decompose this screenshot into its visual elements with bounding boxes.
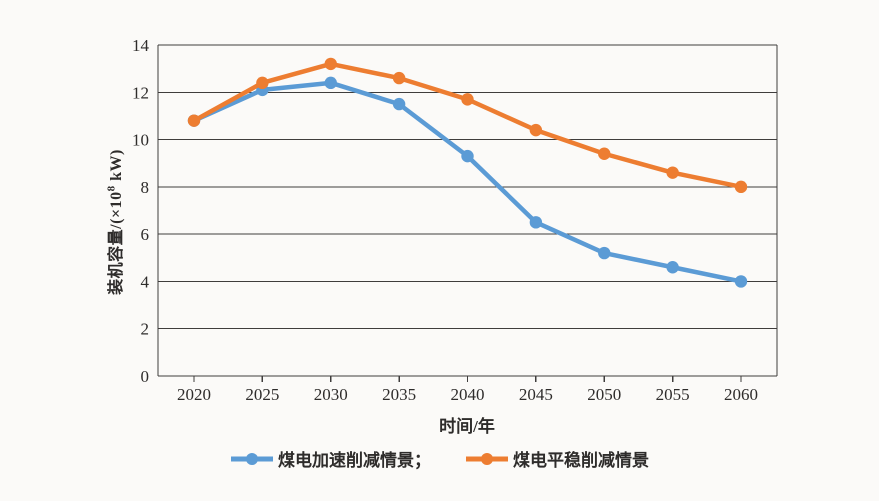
data-point — [734, 275, 748, 288]
data-point — [392, 97, 406, 111]
data-point — [392, 71, 406, 85]
y-axis-title: 装机容量/(×108 kW) — [102, 149, 126, 295]
y-axis-title-suffix: kW) — [108, 149, 125, 186]
y-tick-label: 4 — [141, 272, 150, 291]
legend: 煤电加速削减情景； 煤电平稳削减情景 — [0, 446, 879, 471]
data-point — [529, 123, 543, 137]
data-point — [598, 147, 611, 160]
data-point — [666, 166, 679, 179]
x-tick-label: 2060 — [724, 385, 758, 404]
y-tick-label: 2 — [141, 320, 150, 339]
y-tick-label: 8 — [141, 178, 150, 197]
x-tick-label: 2020 — [177, 385, 211, 404]
data-point — [187, 114, 201, 127]
data-point — [324, 57, 337, 71]
y-axis-title-prefix: 装机容量/(×10 — [108, 191, 125, 295]
x-tick-label: 2035 — [382, 385, 416, 404]
x-tick-label: 2050 — [587, 385, 621, 404]
x-tick-label: 2025 — [245, 385, 279, 404]
data-point — [529, 216, 543, 229]
y-tick-label: 0 — [141, 367, 150, 386]
legend-line-marker-icon — [466, 452, 508, 465]
data-point — [734, 180, 748, 194]
y-tick-label: 10 — [132, 131, 149, 150]
data-point — [461, 93, 474, 106]
y-tick-label: 12 — [132, 83, 149, 102]
legend-line-marker-icon — [231, 452, 273, 465]
data-point — [666, 261, 679, 274]
data-point — [324, 76, 337, 90]
legend-label: 煤电加速削减情景； — [278, 451, 431, 470]
x-tick-label: 2030 — [314, 385, 348, 404]
y-tick-label: 14 — [132, 36, 150, 55]
x-tick-label: 2040 — [451, 385, 485, 404]
legend-item-steady-reduction: 煤电平稳削减情景 — [465, 446, 649, 471]
series-line-1 — [191, 61, 744, 190]
series-line-0 — [191, 80, 744, 284]
legend-label: 煤电平稳削减情景 — [513, 451, 649, 470]
x-axis-title: 时间/年 — [439, 417, 495, 436]
data-point — [256, 76, 269, 90]
y-tick-label: 6 — [141, 225, 150, 244]
data-point — [598, 246, 611, 260]
legend-item-accelerated-reduction: 煤电加速削减情景； — [230, 446, 431, 471]
x-tick-label: 2045 — [519, 385, 553, 404]
y-axis-title-exponent: 8 — [105, 185, 118, 192]
x-tick-label: 2055 — [656, 385, 690, 404]
data-point — [461, 149, 474, 163]
